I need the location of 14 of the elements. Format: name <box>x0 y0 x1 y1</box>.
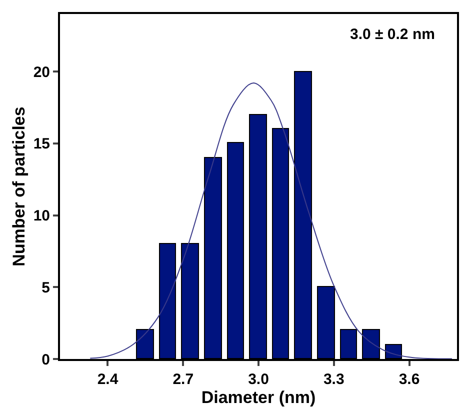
line-series <box>90 82 452 359</box>
y-tick-label: 10 <box>33 208 50 224</box>
y-tick-label: 5 <box>42 279 50 296</box>
x-tick-label: 2.4 <box>97 371 119 388</box>
x-tick-label: 2.7 <box>172 371 194 388</box>
y-tick-label: 0 <box>42 351 50 368</box>
x-tick-label: 3.3 <box>323 371 344 388</box>
y-tick-label: 20 <box>33 64 50 81</box>
x-tick-label: 3.0 <box>248 371 269 388</box>
annotation: 3.0 ± 0.2 nm <box>350 26 435 43</box>
x-tick-label: 3.6 <box>398 371 420 388</box>
y-tick-label: 15 <box>33 136 50 153</box>
y-axis-title: Number of particles <box>9 106 28 266</box>
x-axis-title: Diameter (nm) <box>201 388 316 407</box>
